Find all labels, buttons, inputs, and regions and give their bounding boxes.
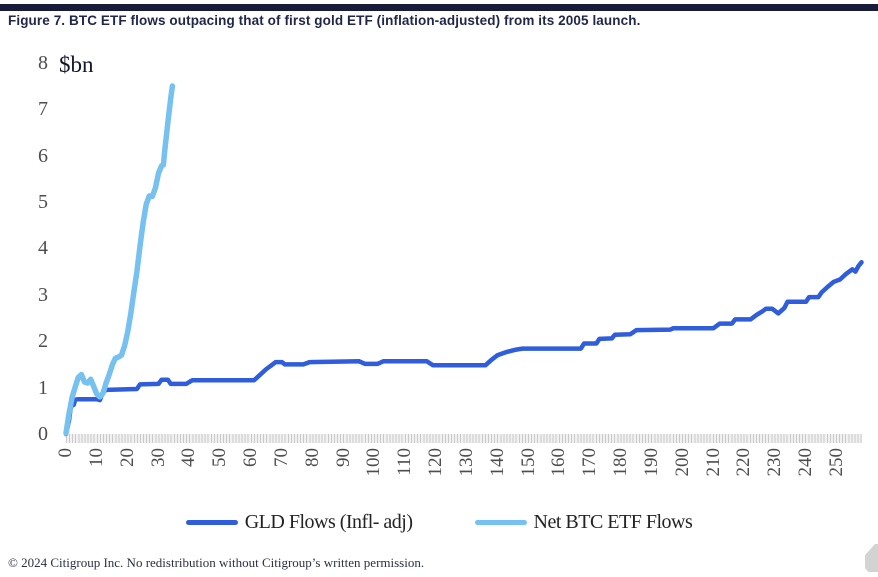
legend-item-gld: GLD Flows (Infl- adj) xyxy=(185,511,413,534)
legend: GLD Flows (Infl- adj) Net BTC ETF Flows xyxy=(0,511,878,534)
header-bar xyxy=(0,4,878,11)
y-tick-label: 5 xyxy=(38,191,48,213)
legend-item-btc: Net BTC ETF Flows xyxy=(474,511,693,534)
y-tick-label: 6 xyxy=(38,144,48,167)
legend-swatch-gld-icon xyxy=(185,520,238,525)
y-tick-label: 4 xyxy=(38,237,48,260)
y-tick-label: 2 xyxy=(38,330,48,353)
y-tick-label: 7 xyxy=(38,98,48,121)
y-tick-label: 1 xyxy=(38,376,48,399)
legend-swatch-btc-icon xyxy=(474,520,527,525)
copyright-text: © 2024 Citigroup Inc. No redistribution … xyxy=(8,555,425,570)
btc-etf-flows-line xyxy=(63,83,176,436)
y-tick-label: 8 xyxy=(38,51,48,74)
y-tick-label: 0 xyxy=(38,423,48,445)
legend-label-gld: GLD Flows (Infl- adj) xyxy=(244,511,413,533)
gld-flows-line xyxy=(63,260,864,437)
y-axis-unit-label: $bn xyxy=(59,52,94,77)
x-axis-tick-strip xyxy=(66,434,862,443)
y-tick-label: 3 xyxy=(38,283,48,306)
page-title: Figure 7. BTC ETF flows outpacing that o… xyxy=(8,13,641,28)
legend-label-btc: Net BTC ETF Flows xyxy=(533,511,693,533)
